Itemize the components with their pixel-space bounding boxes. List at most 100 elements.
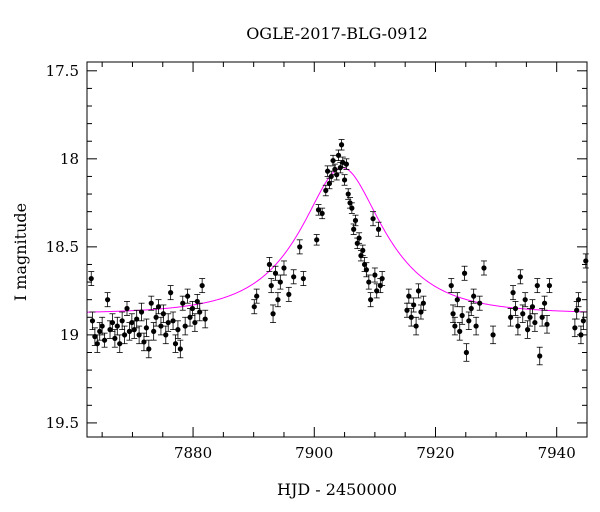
data-marker bbox=[461, 270, 468, 276]
data-marker bbox=[368, 297, 374, 303]
data-point bbox=[121, 325, 128, 345]
data-marker bbox=[345, 191, 351, 197]
data-marker bbox=[97, 328, 103, 334]
data-marker bbox=[335, 152, 342, 158]
data-marker bbox=[375, 226, 382, 232]
data-point bbox=[459, 306, 466, 325]
data-point bbox=[189, 301, 196, 316]
data-point bbox=[165, 313, 172, 332]
chart-title: OGLE-2017-BLG-0912 bbox=[246, 24, 428, 43]
data-point bbox=[160, 304, 167, 323]
data-marker bbox=[534, 282, 540, 289]
data-marker bbox=[525, 327, 531, 333]
data-point bbox=[512, 301, 519, 316]
data-marker bbox=[281, 265, 287, 271]
data-point bbox=[148, 295, 155, 311]
data-point bbox=[119, 311, 126, 331]
data-marker bbox=[177, 346, 183, 352]
data-marker bbox=[515, 323, 521, 329]
data-marker bbox=[141, 339, 147, 345]
data-marker bbox=[272, 270, 279, 276]
data-marker bbox=[351, 226, 357, 232]
data-marker bbox=[300, 275, 306, 282]
data-marker bbox=[408, 314, 414, 320]
data-point bbox=[463, 343, 470, 362]
data-marker bbox=[541, 300, 548, 306]
data-point bbox=[546, 278, 553, 294]
data-point bbox=[96, 322, 103, 341]
data-marker bbox=[413, 323, 419, 329]
data-points-layer bbox=[88, 139, 589, 366]
data-point bbox=[571, 318, 578, 338]
data-marker bbox=[119, 318, 125, 324]
data-point bbox=[367, 292, 374, 308]
data-marker bbox=[448, 282, 454, 289]
x-tick-label: 7900 bbox=[295, 444, 333, 462]
data-point bbox=[170, 311, 177, 331]
data-marker bbox=[165, 319, 171, 326]
data-marker bbox=[471, 293, 477, 299]
data-point bbox=[371, 267, 378, 283]
data-point bbox=[448, 278, 455, 294]
data-point bbox=[136, 325, 143, 345]
data-point bbox=[140, 332, 147, 352]
data-marker bbox=[158, 323, 164, 329]
data-marker bbox=[277, 279, 283, 285]
data-marker bbox=[88, 275, 94, 282]
data-marker bbox=[117, 341, 123, 347]
x-tick-label: 7940 bbox=[538, 444, 576, 462]
data-marker bbox=[352, 217, 359, 224]
data-marker bbox=[89, 318, 96, 324]
data-marker bbox=[121, 332, 128, 338]
data-point bbox=[514, 316, 521, 336]
data-marker bbox=[101, 337, 108, 343]
data-marker bbox=[175, 327, 181, 333]
data-point bbox=[531, 313, 538, 332]
data-marker bbox=[360, 247, 366, 253]
data-point bbox=[341, 174, 348, 186]
data-marker bbox=[508, 314, 514, 320]
data-point bbox=[470, 288, 477, 304]
data-point bbox=[450, 304, 457, 323]
data-point bbox=[352, 214, 359, 227]
data-point bbox=[107, 320, 114, 339]
data-marker bbox=[94, 341, 100, 347]
data-point bbox=[456, 322, 463, 341]
data-point bbox=[420, 295, 427, 311]
data-marker bbox=[546, 282, 553, 289]
data-marker bbox=[578, 332, 584, 338]
data-marker bbox=[539, 314, 545, 320]
data-marker bbox=[134, 316, 140, 322]
data-point bbox=[157, 316, 164, 336]
data-marker bbox=[334, 172, 340, 178]
data-marker bbox=[379, 275, 385, 282]
data-marker bbox=[363, 267, 369, 273]
data-point bbox=[524, 320, 531, 339]
data-point bbox=[365, 274, 372, 290]
data-marker bbox=[170, 318, 176, 324]
data-marker bbox=[143, 325, 149, 331]
data-point bbox=[266, 257, 273, 272]
x-tick-label: 7880 bbox=[174, 444, 212, 462]
data-marker bbox=[338, 142, 345, 148]
data-point bbox=[124, 301, 130, 316]
data-point bbox=[116, 334, 123, 353]
tick-labels: 7880 7900 7920 7940 17.5 18 18.5 19 19.5 bbox=[46, 62, 576, 462]
data-point bbox=[480, 260, 487, 276]
data-marker bbox=[138, 309, 145, 315]
data-point bbox=[184, 288, 191, 304]
data-point bbox=[363, 262, 370, 278]
data-marker bbox=[411, 302, 417, 308]
data-marker bbox=[406, 293, 412, 299]
data-point bbox=[324, 165, 331, 177]
data-marker bbox=[529, 304, 536, 310]
data-marker bbox=[107, 327, 113, 333]
data-point bbox=[101, 332, 108, 348]
data-point bbox=[280, 260, 287, 276]
data-point bbox=[91, 327, 98, 346]
data-point bbox=[356, 232, 363, 244]
data-point bbox=[534, 278, 541, 294]
data-point bbox=[580, 311, 587, 331]
data-marker bbox=[574, 307, 580, 313]
data-marker bbox=[275, 297, 281, 303]
